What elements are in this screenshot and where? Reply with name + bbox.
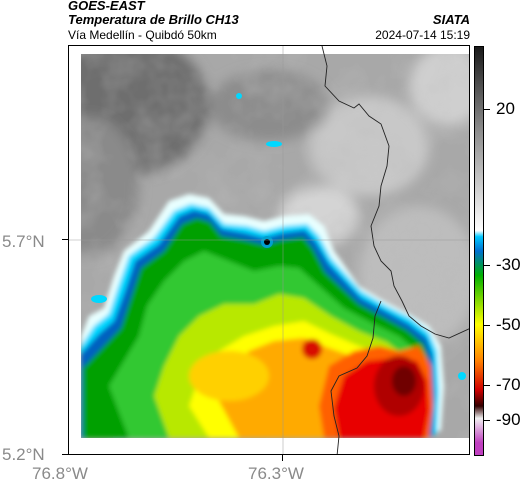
cbar-tick-m90 (484, 420, 490, 421)
lon-tick-76-3 (282, 455, 283, 461)
cbar-tick-m30 (484, 265, 490, 266)
graticule (69, 46, 469, 454)
cbar-tick-20 (484, 109, 490, 110)
political-borders (321, 46, 469, 454)
product-title: Temperatura de Brillo CH13 (68, 12, 239, 27)
lon-label-76-3: 76.3°W (248, 464, 304, 483)
cbar-tick-m70 (484, 385, 490, 386)
cbar-label-m50: -50 (496, 315, 521, 334)
lon-label-76-8: 76.8°W (32, 464, 88, 483)
lat-tick-5-2 (62, 454, 68, 455)
satellite-image (81, 54, 469, 438)
datetime-label: 2024-07-14 15:19 (375, 28, 470, 42)
cbar-label-m30: -30 (496, 255, 521, 274)
brightness-temperature-map (69, 46, 469, 454)
cbar-label-20: 20 (496, 99, 515, 118)
lat-tick-5-7 (62, 239, 68, 240)
agency-label: SIATA (432, 12, 470, 27)
map-panel[interactable] (68, 45, 470, 455)
lat-label-5-2: 5.2°N (2, 445, 45, 464)
lat-label-5-7: 5.7°N (2, 232, 45, 251)
cbar-tick-m50 (484, 325, 490, 326)
region-subtitle: Vía Medellín - Quibdó 50km (68, 28, 217, 42)
temperature-colorbar (474, 46, 484, 456)
satellite-title: GOES-EAST (68, 0, 145, 13)
cbar-label-m70: -70 (496, 375, 521, 394)
cbar-label-m90: -90 (496, 410, 521, 429)
